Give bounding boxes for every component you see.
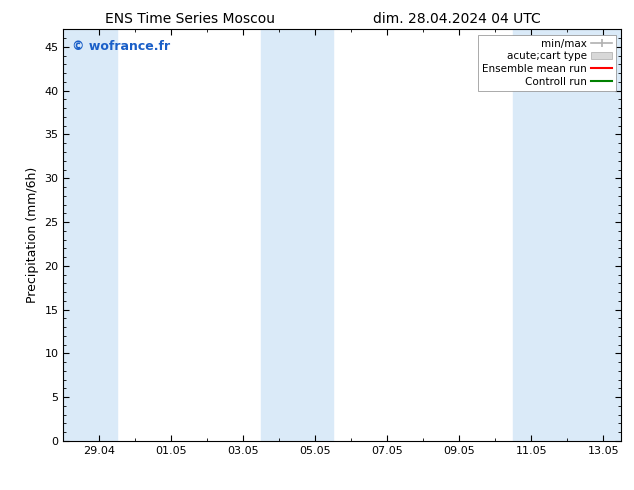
- Legend: min/max, acute;cart type, Ensemble mean run, Controll run: min/max, acute;cart type, Ensemble mean …: [478, 35, 616, 91]
- Bar: [261, 29, 333, 441]
- Y-axis label: Precipitation (mm/6h): Precipitation (mm/6h): [26, 167, 39, 303]
- Text: © wofrance.fr: © wofrance.fr: [72, 40, 170, 53]
- Bar: [514, 29, 621, 441]
- Text: ENS Time Series Moscou: ENS Time Series Moscou: [105, 12, 275, 26]
- Text: dim. 28.04.2024 04 UTC: dim. 28.04.2024 04 UTC: [373, 12, 540, 26]
- Bar: [63, 29, 117, 441]
